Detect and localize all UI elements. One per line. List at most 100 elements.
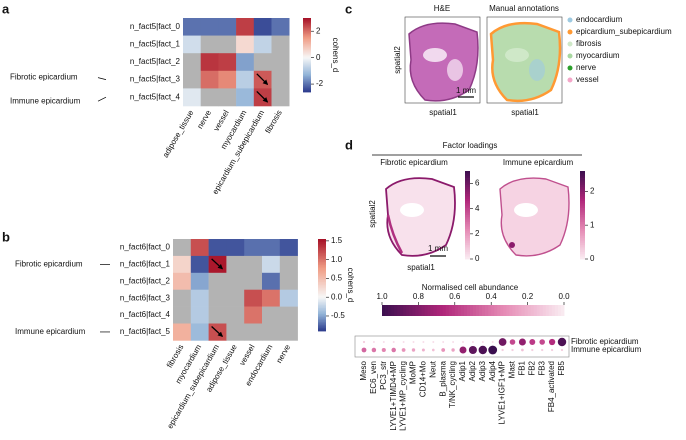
colorbar-segment xyxy=(488,305,492,316)
colorbar-segment xyxy=(318,274,326,277)
colorbar-segment xyxy=(318,317,326,320)
panel-label: b xyxy=(2,229,10,244)
heat-cell xyxy=(218,35,237,54)
colorbar-segment xyxy=(303,27,311,30)
heat-cell xyxy=(218,18,237,36)
colorbar-segment xyxy=(303,29,311,31)
row-label: n_fact5|fact_3 xyxy=(130,75,181,84)
heat-cell xyxy=(173,289,192,307)
colorbar-segment xyxy=(580,216,585,219)
heat-cell xyxy=(279,306,298,324)
panel-label: d xyxy=(345,137,353,152)
colorbar-segment xyxy=(318,280,326,283)
heat-cell xyxy=(200,70,219,89)
colorbar-title: Normalised cell abundance xyxy=(422,283,519,292)
category-label: FB3 xyxy=(537,360,546,375)
colorbar-segment xyxy=(580,241,585,244)
heat-cell xyxy=(253,18,272,36)
dot xyxy=(488,345,498,355)
colorbar-segment xyxy=(533,305,538,316)
colorbar-segment xyxy=(388,305,392,316)
colorbar-segment xyxy=(580,222,585,225)
category-label: LYVE1+MP_cycling xyxy=(399,361,408,431)
colorbar-segment xyxy=(391,305,395,316)
colorbar-segment xyxy=(303,51,311,53)
colorbar-segment xyxy=(303,82,311,84)
colorbar-segment xyxy=(303,35,311,37)
heat-cell xyxy=(200,88,219,107)
colorbar-segment xyxy=(318,248,326,251)
heat-cell xyxy=(279,255,298,274)
colorbar-segment xyxy=(318,262,326,264)
column-label: adipose_tissue xyxy=(161,108,196,159)
colorbar-segment xyxy=(580,234,585,237)
colorbar-segment xyxy=(580,251,585,255)
legend: endocardium epicardium_subepicardiumfibro… xyxy=(567,15,672,84)
colorbar-segment xyxy=(303,84,311,87)
heat-cell xyxy=(173,323,192,341)
colorbar-segment xyxy=(580,253,585,256)
colorbar-segment xyxy=(303,43,311,46)
colorbar-segment xyxy=(409,305,413,316)
colorbar-segment xyxy=(465,199,470,202)
heat-cell xyxy=(226,272,245,290)
colorbar-segment xyxy=(465,174,470,177)
colorbar-segment xyxy=(580,220,585,223)
colorbar-segment xyxy=(318,251,326,254)
colorbar-segment xyxy=(303,87,311,89)
colorbar-segment xyxy=(303,24,311,26)
colorbar-segment xyxy=(465,213,470,216)
arrow xyxy=(256,73,269,86)
colorbar-segment xyxy=(303,48,311,51)
colorbar-segment xyxy=(303,53,311,56)
colorbar-segment xyxy=(303,62,311,65)
colorbar-segment xyxy=(318,301,326,304)
colorbar-segment xyxy=(580,202,585,205)
colorbar-segment xyxy=(465,234,470,237)
colorbar-segment xyxy=(303,32,311,35)
dot xyxy=(557,337,567,347)
heat-cell xyxy=(262,239,281,257)
arrow xyxy=(211,326,224,337)
colorbar-tick-label: 0.0 xyxy=(558,292,570,301)
colorbar-segment xyxy=(318,324,326,327)
heat-cell xyxy=(218,88,237,107)
map-title: Fibrotic epicardium xyxy=(380,158,448,167)
dot xyxy=(491,341,494,343)
colorbar-segment xyxy=(580,230,585,233)
colorbar-segment xyxy=(303,83,311,85)
colorbar-segment xyxy=(430,305,434,316)
colorbar-segment xyxy=(580,183,585,186)
column-label: fibrosis xyxy=(263,109,283,135)
colorbar-segment xyxy=(303,36,311,39)
colorbar-segment xyxy=(465,186,470,189)
colorbar-segment xyxy=(400,305,404,316)
colorbar-segment xyxy=(318,243,326,246)
colorbar-segment xyxy=(465,202,470,205)
category-label: PC3_str xyxy=(379,361,388,390)
colorbar-segment xyxy=(580,227,585,230)
row-label: n_fact5|fact_1 xyxy=(130,40,181,49)
colorbar-segment xyxy=(385,305,389,316)
loading-map xyxy=(499,177,570,257)
heat-cell xyxy=(190,323,209,341)
colorbar-segment xyxy=(469,305,474,316)
colorbar-segment xyxy=(318,239,326,241)
colorbar-segment xyxy=(494,305,498,316)
colorbar-segment xyxy=(303,64,311,67)
colorbar-segment xyxy=(318,311,326,313)
dot xyxy=(361,347,367,353)
colorbar-segment xyxy=(465,200,470,204)
colorbar-segment xyxy=(318,281,326,284)
dot xyxy=(432,341,435,343)
colorbar-segment xyxy=(460,305,465,316)
category-label: Meso xyxy=(359,360,368,380)
colorbar-segment xyxy=(465,206,470,209)
axis-label: spatial1 xyxy=(407,263,435,272)
colorbar-segment xyxy=(303,71,311,73)
colorbar-segment xyxy=(580,225,585,228)
colorbar-segment xyxy=(465,218,470,221)
heat-cell xyxy=(279,323,298,341)
colorbar-segment xyxy=(318,321,326,324)
colorbar-segment xyxy=(303,42,311,45)
